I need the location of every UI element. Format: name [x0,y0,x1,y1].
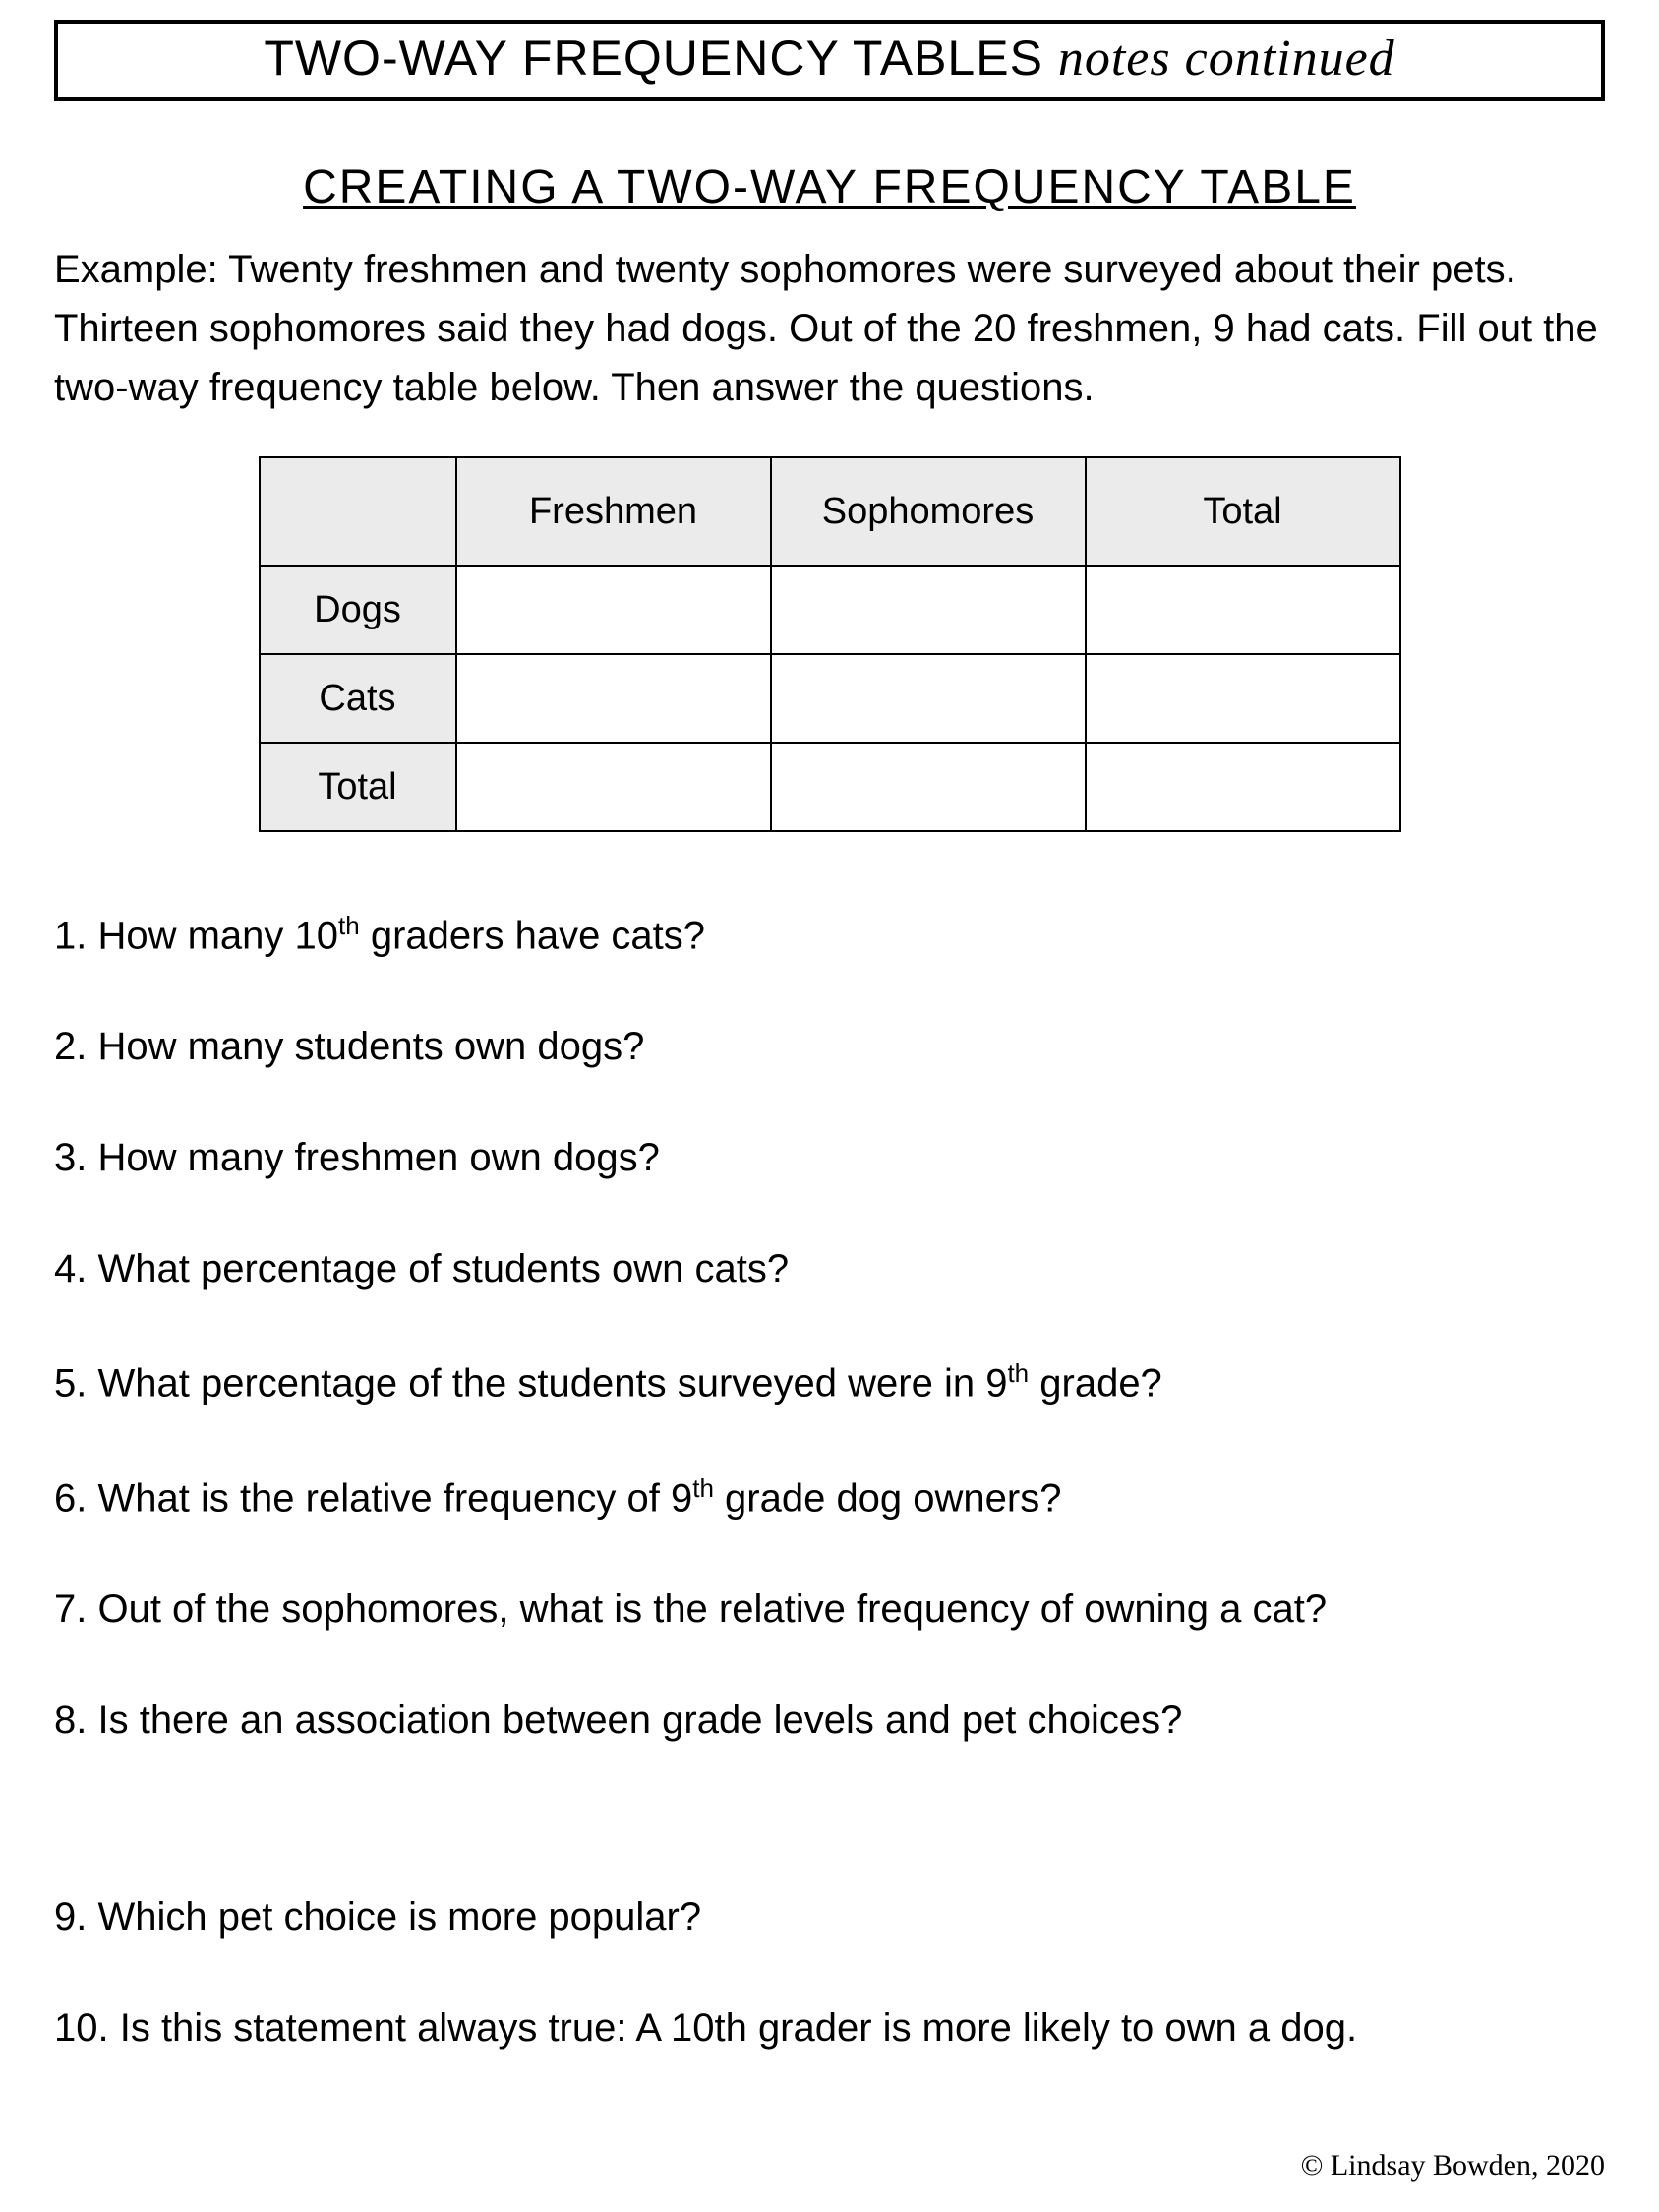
question-item: 5. What percentage of the students surve… [54,1358,1605,1405]
col-header: Total [1086,457,1400,566]
col-header: Freshmen [456,457,771,566]
question-item: 3. How many freshmen own dogs? [54,1136,1605,1180]
title-script: notes continued [1058,30,1395,87]
data-cell[interactable] [1086,654,1400,743]
worksheet-page: TWO-WAY FREQUENCY TABLES notes continued… [0,0,1659,2212]
table-row: Total [260,743,1400,831]
table-row: Cats [260,654,1400,743]
data-cell[interactable] [771,743,1086,831]
question-item: 6. What is the relative frequency of 9th… [54,1473,1605,1521]
data-cell[interactable] [456,743,771,831]
data-cell[interactable] [1086,743,1400,831]
question-item: 10. Is this statement always true: A 10t… [54,2006,1605,2051]
frequency-table: Freshmen Sophomores Total Dogs Cats Tota… [259,456,1401,832]
question-item: 1. How many 10th graders have cats? [54,911,1605,958]
question-item: 7. Out of the sophomores, what is the re… [54,1587,1605,1632]
questions-list: 1. How many 10th graders have cats? 2. Ho… [54,911,1605,2051]
row-label: Dogs [260,566,456,654]
table-row: Dogs [260,566,1400,654]
data-cell[interactable] [1086,566,1400,654]
table-corner-cell [260,457,456,566]
col-header: Sophomores [771,457,1086,566]
example-text: Example: Twenty freshmen and twenty soph… [54,240,1605,417]
title-caps: TWO-WAY FREQUENCY TABLES [264,30,1043,86]
copyright-footer: © Lindsay Bowden, 2020 [1301,2149,1605,2182]
page-title: TWO-WAY FREQUENCY TABLES notes continued [264,30,1394,86]
data-cell[interactable] [456,654,771,743]
data-cell[interactable] [456,566,771,654]
header-box: TWO-WAY FREQUENCY TABLES notes continued [54,20,1605,101]
section-title: CREATING A TWO-WAY FREQUENCY TABLE [54,160,1605,214]
question-item: 4. What percentage of students own cats? [54,1247,1605,1291]
table-header-row: Freshmen Sophomores Total [260,457,1400,566]
row-label: Cats [260,654,456,743]
question-item: 2. How many students own dogs? [54,1025,1605,1069]
data-cell[interactable] [771,654,1086,743]
data-cell[interactable] [771,566,1086,654]
question-item: 8. Is there an association between grade… [54,1699,1605,1743]
question-item: 9. Which pet choice is more popular? [54,1895,1605,1940]
row-label: Total [260,743,456,831]
